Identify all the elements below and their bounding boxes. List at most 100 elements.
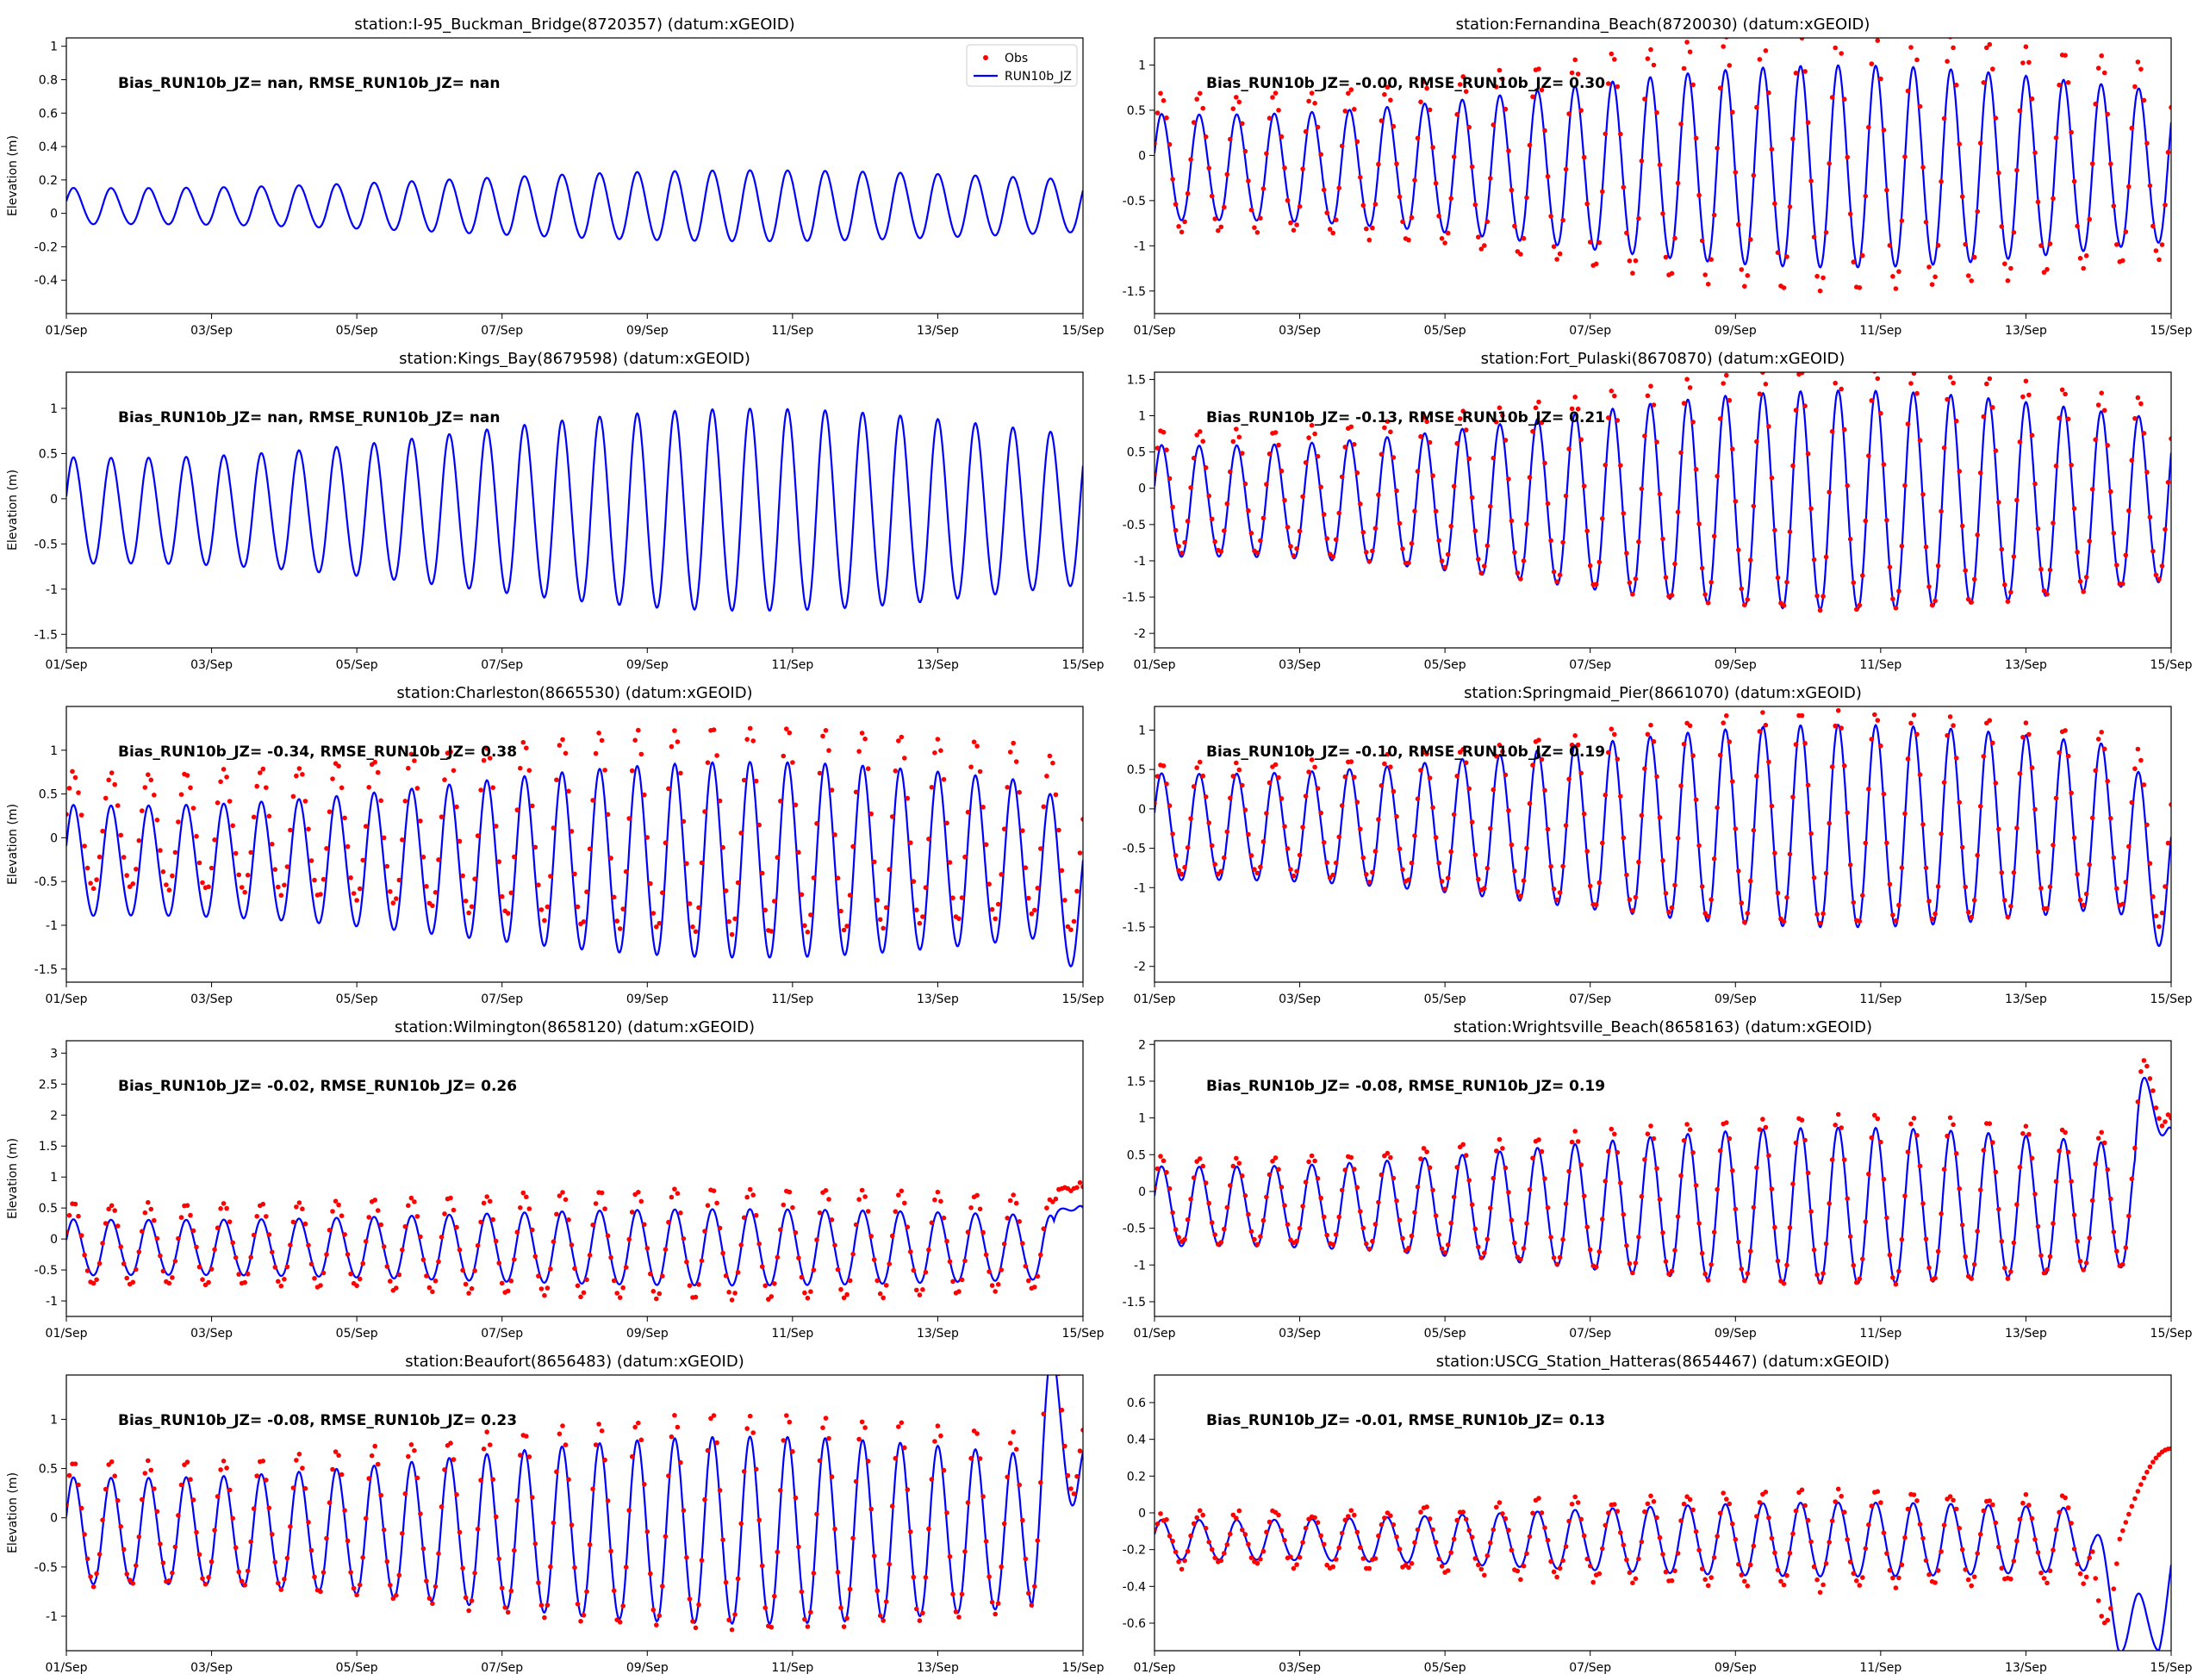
obs-point [1878, 411, 1883, 416]
obs-point [1185, 1548, 1191, 1554]
obs-point [917, 1618, 923, 1623]
obs-point [109, 1459, 115, 1465]
obs-point [1409, 541, 1415, 546]
obs-point [442, 1211, 447, 1216]
obs-point [2053, 135, 2059, 140]
panel-2: station:Fernandina_Beach(8720030) (datum… [1123, 16, 2193, 338]
obs-point [1899, 218, 1905, 223]
obs-point [778, 799, 783, 804]
obs-point [1811, 1247, 1817, 1253]
obs-point [759, 870, 765, 876]
obs-point [351, 1585, 357, 1591]
obs-point [642, 792, 647, 798]
x-tick-label: 15/Sep [2150, 658, 2193, 672]
obs-point [2051, 520, 2056, 526]
y-tick-label: -1.5 [1123, 285, 1146, 299]
obs-point [1920, 165, 1926, 170]
obs-point [2132, 766, 2138, 771]
obs-point [838, 1605, 843, 1610]
obs-point [871, 1553, 877, 1559]
obs-point [1062, 898, 1067, 903]
obs-point [862, 1194, 868, 1199]
obs-point [980, 1229, 986, 1235]
obs-point [1581, 811, 1587, 817]
obs-point [1684, 1122, 1690, 1127]
obs-point [2045, 266, 2050, 272]
x-tick-label: 09/Sep [626, 1327, 669, 1341]
obs-point [626, 1236, 632, 1242]
obs-point [1860, 252, 1865, 258]
obs-point [1572, 1494, 1578, 1500]
obs-point [1778, 1578, 1783, 1584]
obs-point [1248, 531, 1254, 536]
obs-point [626, 816, 632, 821]
obs-point [847, 1586, 853, 1592]
obs-point [629, 1210, 635, 1215]
y-tick-label: 2 [1138, 1038, 1146, 1052]
obs-point [1312, 1158, 1317, 1164]
obs-point [805, 930, 811, 935]
obs-point [146, 1199, 151, 1205]
obs-point [1578, 770, 1584, 776]
obs-point [1869, 1503, 1875, 1509]
obs-point [660, 1584, 665, 1589]
obs-point [1442, 564, 1447, 570]
obs-series [1155, 707, 2171, 930]
obs-point [1336, 1545, 1341, 1551]
obs-point [2111, 203, 2117, 208]
obs-point [1385, 84, 1391, 90]
obs-point [430, 903, 435, 909]
obs-point [1327, 227, 1333, 232]
obs-point [1330, 872, 1335, 878]
obs-point [1754, 1514, 1759, 1519]
stats-annotation: Bias_RUN10b_JZ= -0.02, RMSE_RUN10b_JZ= 0… [118, 1078, 517, 1095]
obs-point [1651, 402, 1657, 408]
obs-point [1376, 492, 1381, 498]
model-series-line [66, 408, 1083, 613]
obs-point [781, 753, 787, 759]
obs-point [1491, 455, 1497, 461]
obs-point [769, 1294, 775, 1299]
obs-point [1388, 1154, 1393, 1160]
obs-point [536, 882, 541, 887]
obs-point [1969, 1583, 1974, 1589]
obs-point [1702, 272, 1708, 277]
obs-point [1185, 190, 1191, 196]
obs-point [2008, 589, 2013, 595]
obs-point [388, 1583, 393, 1588]
obs-point [1451, 1536, 1457, 1542]
obs-point [554, 777, 559, 782]
obs-point [1454, 1165, 1459, 1170]
obs-point [348, 1271, 353, 1277]
obs-point [1905, 756, 1911, 762]
obs-point [1660, 536, 1665, 542]
obs-point [112, 1473, 117, 1478]
obs-point [1445, 551, 1451, 557]
obs-point [218, 779, 223, 785]
obs-point [2051, 843, 2056, 848]
obs-point [1472, 1226, 1478, 1232]
obs-point [920, 1287, 925, 1292]
obs-point [1252, 225, 1257, 231]
obs-point [772, 899, 777, 904]
obs-point [1600, 516, 1605, 521]
obs-point [569, 1522, 575, 1528]
obs-point [557, 743, 563, 748]
obs-point [1248, 1555, 1254, 1560]
obs-point [962, 1258, 968, 1264]
obs-point [1366, 558, 1372, 564]
obs-point [2005, 278, 2011, 283]
obs-point [2144, 140, 2150, 146]
obs-point [1011, 1192, 1016, 1198]
obs-point [1330, 554, 1335, 559]
obs-point [1793, 1140, 1799, 1146]
obs-point [1503, 106, 1509, 112]
obs-point [1615, 756, 1621, 762]
obs-point [448, 749, 453, 755]
obs-point [1715, 805, 1720, 811]
obs-point [1651, 738, 1657, 744]
obs-point [1769, 146, 1775, 152]
obs-point [1291, 873, 1297, 879]
obs-point [1382, 91, 1387, 97]
obs-point [1285, 1222, 1291, 1227]
